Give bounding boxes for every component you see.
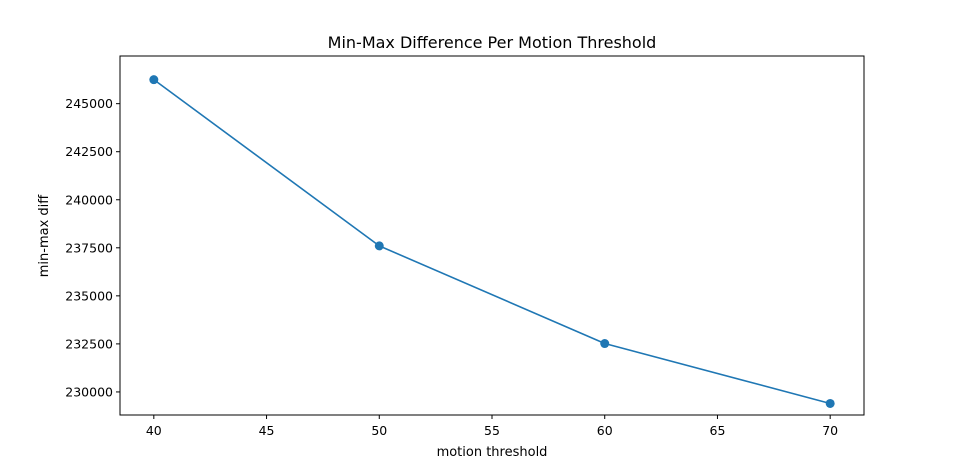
- x-axis-label: motion threshold: [437, 445, 548, 460]
- data-point: [374, 241, 384, 251]
- y-tick-label: 242500: [65, 144, 113, 159]
- y-tick-label: 232500: [65, 336, 113, 351]
- x-tick-label: 70: [822, 423, 838, 438]
- data-point: [149, 75, 159, 85]
- y-tick-label: 235000: [65, 288, 113, 303]
- plot-frame: [119, 55, 865, 416]
- y-axis-label: min-max diff: [37, 194, 52, 278]
- series-line: [153, 78, 831, 405]
- y-tick-label: 240000: [65, 192, 113, 207]
- plot-area: 40 45 50 55 60 65 70 230000 232500 235000 237500 24…: [65, 55, 865, 438]
- x-tick-label: 65: [710, 423, 726, 438]
- data-point: [600, 339, 610, 349]
- y-tick-label: 237500: [65, 240, 113, 255]
- x-tick-label: 60: [597, 423, 613, 438]
- x-tick-label: 40: [146, 423, 162, 438]
- y-tick-label: 230000: [65, 384, 113, 399]
- y-tick-label: 245000: [65, 96, 113, 111]
- x-tick-label: 55: [484, 423, 500, 438]
- x-tick-label: 50: [371, 423, 387, 438]
- data-point: [825, 398, 835, 408]
- x-tick-label: 45: [259, 423, 275, 438]
- chart-title: Min-Max Difference Per Motion Threshold: [328, 33, 657, 52]
